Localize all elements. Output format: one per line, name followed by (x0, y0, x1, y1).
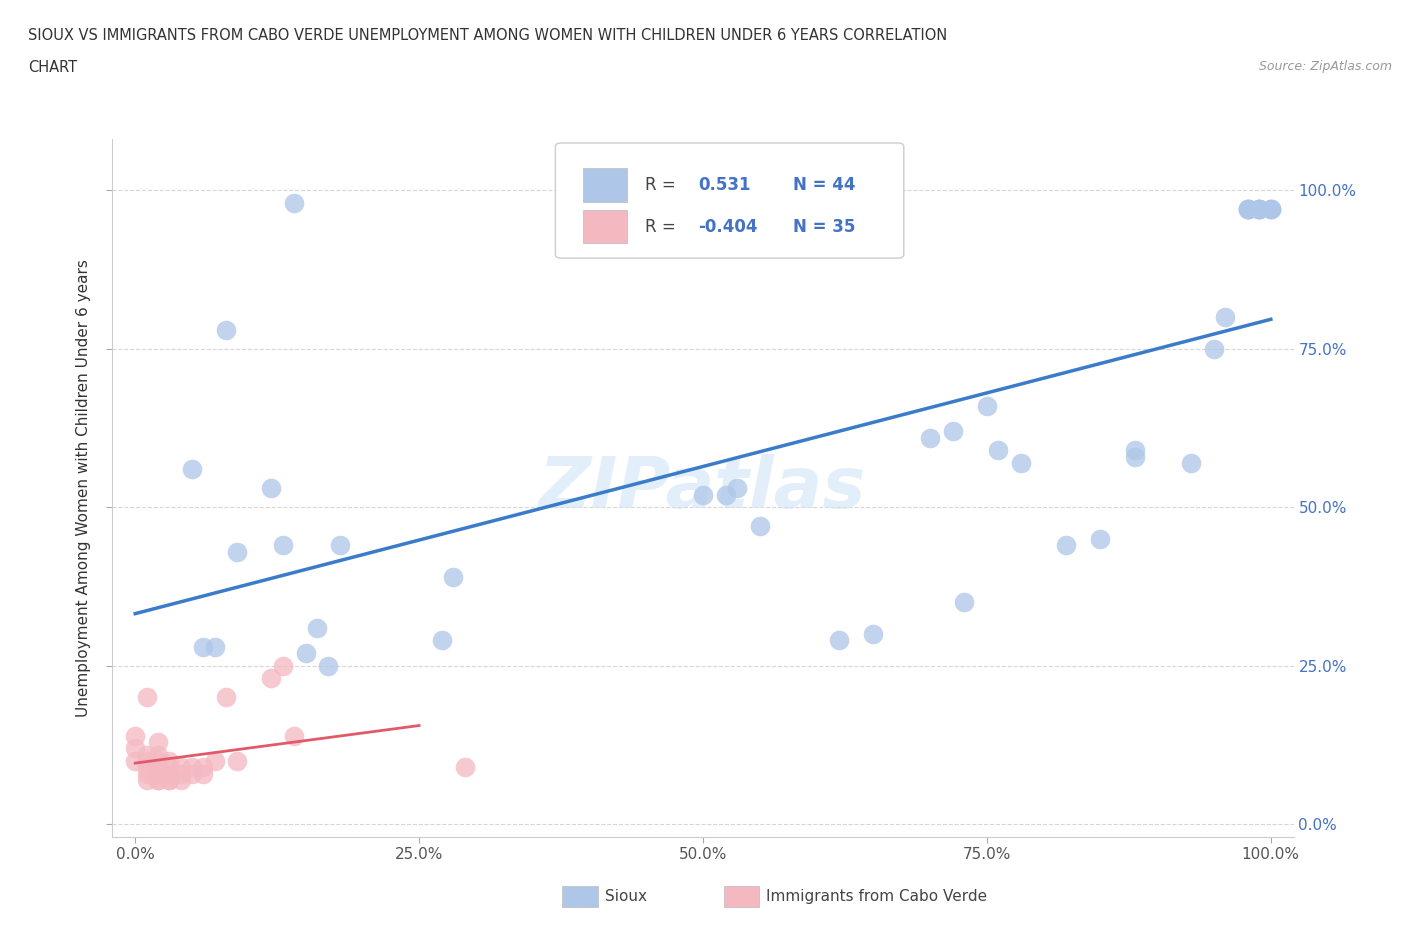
Text: Sioux: Sioux (605, 889, 647, 904)
Point (193, 760, 215, 775)
Y-axis label: Unemployment Among Women with Children Under 6 years: Unemployment Among Women with Children U… (76, 259, 91, 717)
Point (169, 773, 191, 788)
Point (135, 747, 157, 762)
Point (294, 645, 316, 660)
Point (430, 633, 453, 648)
Text: -0.404: -0.404 (699, 218, 758, 235)
Point (862, 627, 884, 642)
Point (204, 639, 226, 654)
Point (260, 481, 283, 496)
Point (920, 430, 942, 445)
Point (1123, 443, 1146, 458)
Point (146, 747, 169, 762)
Point (260, 671, 283, 686)
Text: N = 35: N = 35 (793, 218, 855, 235)
Point (725, 481, 748, 496)
Point (157, 753, 180, 768)
Point (942, 424, 965, 439)
Text: SIOUX VS IMMIGRANTS FROM CABO VERDE UNEMPLOYMENT AMONG WOMEN WITH CHILDREN UNDER: SIOUX VS IMMIGRANTS FROM CABO VERDE UNEM… (28, 28, 948, 43)
Point (1249, 202, 1271, 217)
FancyBboxPatch shape (582, 210, 627, 244)
Point (1215, 310, 1237, 325)
Point (453, 760, 475, 775)
Point (157, 773, 180, 788)
Point (692, 487, 714, 502)
Point (181, 760, 204, 775)
Point (1180, 456, 1202, 471)
Point (146, 735, 169, 750)
Point (135, 690, 157, 705)
Text: N = 44: N = 44 (793, 176, 855, 193)
Point (714, 487, 737, 502)
Point (226, 544, 249, 559)
Point (1249, 202, 1271, 217)
Point (146, 773, 169, 788)
Point (181, 766, 204, 781)
Point (181, 462, 204, 477)
Point (146, 773, 169, 788)
Point (953, 595, 976, 610)
Point (1237, 202, 1260, 217)
Point (135, 760, 157, 775)
Point (157, 773, 180, 788)
Text: CHART: CHART (28, 60, 77, 75)
Point (215, 690, 238, 705)
Point (1123, 449, 1146, 464)
Text: Source: ZipAtlas.com: Source: ZipAtlas.com (1258, 60, 1392, 73)
Point (124, 753, 146, 768)
Text: 0.531: 0.531 (699, 176, 751, 193)
Point (146, 753, 169, 768)
Point (271, 658, 294, 673)
Point (1260, 202, 1282, 217)
Point (748, 519, 770, 534)
Point (1054, 538, 1077, 552)
Point (135, 773, 157, 788)
Point (135, 753, 157, 768)
Point (1260, 202, 1282, 217)
Point (283, 195, 305, 210)
Point (316, 658, 339, 673)
Point (226, 753, 249, 768)
Text: R =: R = (645, 176, 681, 193)
Point (157, 766, 180, 781)
Point (1090, 532, 1112, 547)
Point (271, 538, 294, 552)
Point (193, 639, 215, 654)
Point (157, 760, 180, 775)
Text: ZIPatlas: ZIPatlas (540, 454, 866, 523)
Point (169, 760, 191, 775)
Point (987, 443, 1010, 458)
Point (146, 760, 169, 775)
Point (283, 728, 305, 743)
Point (441, 569, 464, 584)
Point (124, 728, 146, 743)
Point (828, 633, 851, 648)
Point (135, 766, 157, 781)
Point (1249, 202, 1271, 217)
Point (1260, 202, 1282, 217)
Point (169, 766, 191, 781)
Point (1237, 202, 1260, 217)
Text: R =: R = (645, 218, 681, 235)
FancyBboxPatch shape (582, 168, 627, 202)
Point (1237, 202, 1260, 217)
Point (305, 620, 328, 635)
Point (215, 323, 238, 338)
Point (193, 766, 215, 781)
Point (1010, 456, 1032, 471)
Point (329, 538, 352, 552)
Point (204, 753, 226, 768)
Point (1249, 202, 1271, 217)
Point (124, 741, 146, 756)
Point (976, 398, 998, 413)
Point (1202, 341, 1225, 356)
FancyBboxPatch shape (555, 143, 904, 259)
Point (1237, 202, 1260, 217)
Text: Immigrants from Cabo Verde: Immigrants from Cabo Verde (766, 889, 987, 904)
Point (146, 766, 169, 781)
